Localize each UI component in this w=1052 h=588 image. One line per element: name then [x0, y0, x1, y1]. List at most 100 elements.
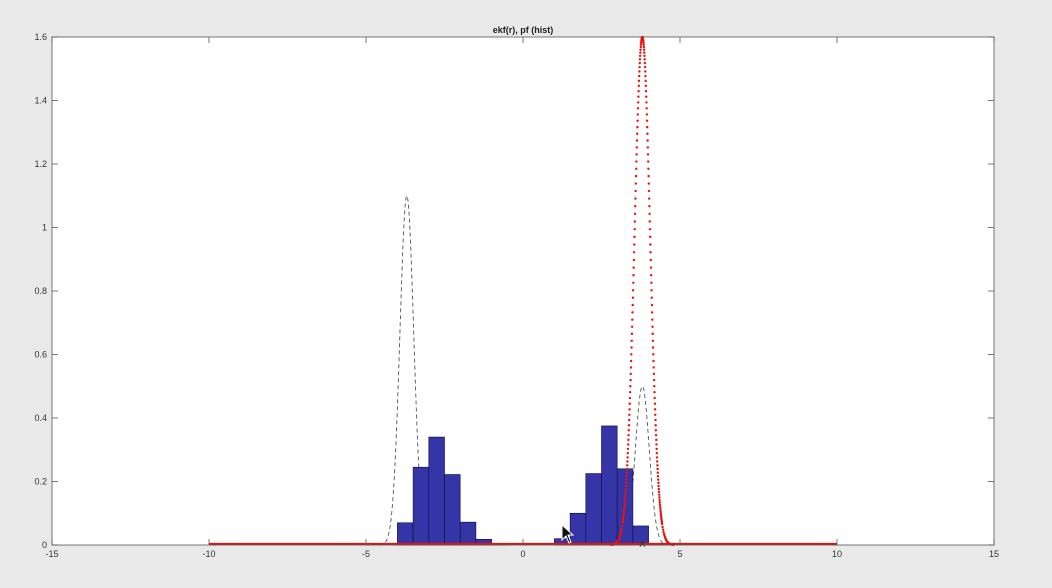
- ekf-point: [651, 318, 654, 321]
- histogram-bar: [412, 466, 430, 546]
- ekf-point: [638, 61, 641, 65]
- ekf-point: [642, 41, 645, 44]
- ekf-point: [638, 65, 641, 69]
- ekf-point: [632, 281, 635, 284]
- ekf-point: [658, 505, 662, 509]
- ekf-point: [650, 289, 653, 292]
- ekf-curve: [209, 35, 837, 547]
- ekf-point: [626, 456, 629, 459]
- mouse-cursor-icon: [561, 524, 575, 544]
- ekf-point: [639, 48, 642, 51]
- ekf-point: [661, 528, 665, 531]
- ekf-point: [643, 51, 646, 54]
- x-tick-label: -5: [362, 549, 370, 559]
- ekf-point: [660, 522, 664, 526]
- ekf-point: [632, 258, 636, 262]
- ekf-point: [626, 447, 630, 451]
- ekf-point: [625, 478, 628, 481]
- ekf-point: [648, 227, 652, 231]
- ekf-point: [634, 197, 637, 200]
- ekf-point: [628, 390, 632, 394]
- ekf-point: [639, 45, 642, 49]
- ekf-point: [625, 481, 628, 485]
- ekf-point: [622, 515, 625, 518]
- ekf-point: [645, 101, 648, 104]
- ekf-point: [631, 296, 635, 299]
- ekf-point: [630, 346, 633, 349]
- ekf-point: [655, 452, 659, 455]
- ekf-point: [652, 372, 656, 376]
- histogram-bar: [428, 436, 445, 546]
- x-tick-label: 10: [832, 549, 842, 559]
- ekf-point: [646, 153, 650, 156]
- ekf-point: [654, 418, 657, 422]
- ekf-point: [658, 496, 661, 499]
- ekf-point: [624, 490, 627, 494]
- ekf-point: [645, 119, 649, 122]
- ekf-point: [625, 475, 628, 478]
- ekf-point: [636, 125, 639, 129]
- ekf-point: [635, 146, 639, 149]
- ekf-point: [644, 84, 648, 88]
- ekf-point: [633, 220, 637, 223]
- ekf-point: [638, 54, 642, 58]
- ekf-point: [650, 303, 654, 307]
- ekf-point: [642, 48, 646, 51]
- ekf-point: [619, 533, 622, 537]
- axis-ticks: -15 -10 -5 0 5 10 15 0 0.2 0.4 0.6 0.8 1 1.2 1.4 1.6: [34, 32, 999, 559]
- ekf-point: [632, 266, 635, 269]
- ekf-point: [625, 471, 629, 474]
- ekf-point: [655, 447, 658, 451]
- ekf-point: [630, 353, 633, 356]
- ekf-point: [627, 429, 630, 432]
- ekf-point: [643, 61, 647, 65]
- ekf-point: [648, 235, 652, 239]
- histogram-bar: [397, 522, 414, 546]
- ekf-point: [628, 408, 631, 411]
- ekf-point: [656, 460, 659, 463]
- ekf-point: [619, 531, 623, 535]
- ekf-point: [658, 501, 661, 504]
- ekf-point: [633, 212, 637, 216]
- ekf-point: [624, 484, 628, 488]
- ekf-point: [657, 490, 661, 494]
- ekf-point: [645, 107, 648, 110]
- ekf-point: [643, 58, 646, 61]
- ekf-point: [645, 113, 649, 116]
- ekf-point: [659, 507, 662, 511]
- ekf-point: [648, 212, 651, 216]
- ekf-point: [629, 378, 632, 382]
- ekf-point: [658, 498, 661, 502]
- ekf-point: [649, 251, 652, 254]
- ekf-point: [650, 281, 653, 284]
- ekf-point: [651, 325, 654, 328]
- ekf-point: [631, 303, 634, 307]
- ekf-point: [654, 433, 658, 437]
- ekf-point: [653, 385, 656, 388]
- x-tick-label: 0: [520, 549, 525, 559]
- ekf-point: [653, 390, 656, 394]
- ekf-point: [637, 95, 640, 98]
- ekf-point: [639, 43, 643, 46]
- ekf-point: [626, 460, 629, 463]
- ekf-point: [624, 493, 627, 496]
- ekf-point: [633, 227, 636, 231]
- ekf-point: [634, 204, 637, 208]
- ekf-point: [652, 359, 655, 363]
- ekf-point: [628, 396, 632, 400]
- ekf-point: [652, 353, 655, 356]
- plot-background: [52, 37, 994, 545]
- x-tick-label: 5: [677, 549, 682, 559]
- ekf-point: [637, 89, 640, 93]
- ekf-point: [651, 332, 654, 336]
- ekf-point: [637, 84, 640, 88]
- ekf-point: [630, 332, 634, 336]
- y-tick-label: 0.2: [34, 477, 47, 487]
- ekf-point: [644, 89, 648, 93]
- ekf-point: [647, 174, 650, 178]
- ekf-point: [621, 524, 624, 528]
- ekf-point: [649, 274, 653, 277]
- y-tick-label: 1.4: [34, 96, 47, 106]
- ekf-point: [624, 487, 628, 491]
